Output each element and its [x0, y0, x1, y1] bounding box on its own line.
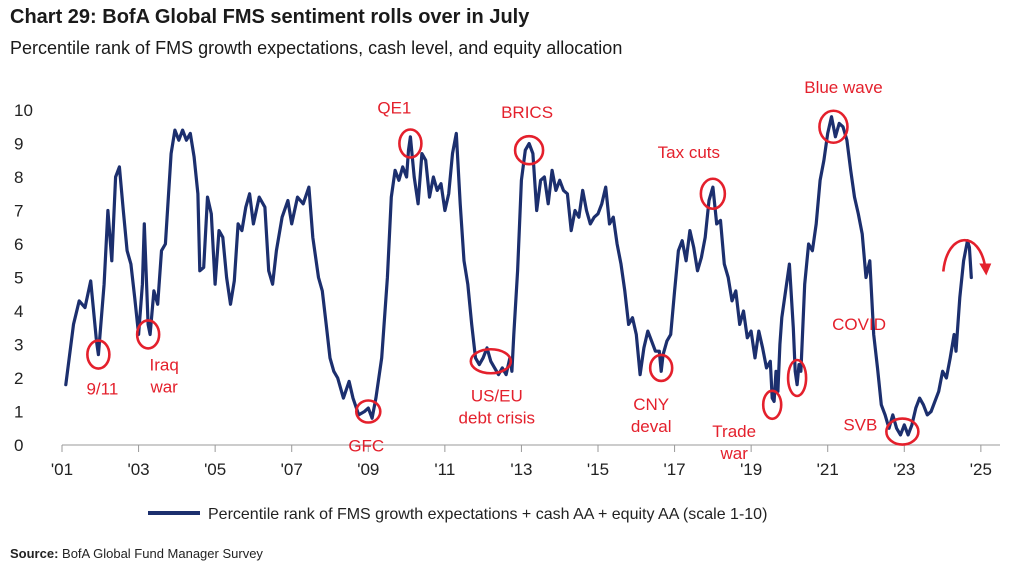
annotation-label-svb: SVB — [843, 416, 877, 435]
x-tick-label: '21 — [817, 460, 839, 479]
x-tick-label: '23 — [893, 460, 915, 479]
x-tick-label: '09 — [357, 460, 379, 479]
annotation-label-blue-wave: Blue wave — [804, 78, 882, 97]
annotation-circle-tax-cuts — [699, 177, 727, 211]
y-tick-label-10: 10 — [14, 101, 33, 120]
x-tick-label: '11 — [434, 460, 455, 479]
annotation-circle-gfc — [354, 399, 382, 424]
chart-subtitle: Percentile rank of FMS growth expectatio… — [10, 38, 623, 58]
y-tick-label-5: 5 — [14, 269, 23, 288]
x-tick-label: '07 — [281, 460, 303, 479]
annotation-label-iraq-war: Iraq war — [149, 355, 178, 396]
x-tick-label: '01 — [51, 460, 73, 479]
chart-title: Chart 29: BofA Global FMS sentiment roll… — [10, 6, 530, 28]
y-tick-label-6: 6 — [14, 235, 23, 254]
annotation-circle-blue-wave — [818, 109, 849, 145]
series-layer — [64, 115, 973, 437]
y-tick-label-8: 8 — [14, 168, 23, 187]
y-tick-label-3: 3 — [14, 336, 23, 355]
annotation-label-tax-cuts: Tax cuts — [658, 143, 720, 162]
series-line — [64, 115, 973, 437]
annotation-circle-svb — [885, 417, 920, 446]
x-tick-label: '19 — [740, 460, 762, 479]
annotation-circle-cny-deval — [648, 353, 674, 383]
annotation-label-9-11: 9/11 — [86, 380, 118, 399]
x-tick-label: '13 — [510, 460, 532, 479]
y-tick-label-4: 4 — [14, 302, 23, 321]
annotation-label-us-eu-debt-crisis: US/EU debt crisis — [459, 386, 536, 427]
source-note: Source: BofA Global Fund Manager Survey — [10, 546, 263, 561]
legend-label: Percentile rank of FMS growth expectatio… — [208, 506, 767, 523]
annotation-label-trade-war: Trade war — [712, 422, 756, 463]
y-tick-label-2: 2 — [14, 369, 23, 388]
annotation-circle-us-eu-debt-crisis — [469, 347, 513, 375]
annotation-label-cny-deval: CNY deval — [631, 395, 672, 436]
x-axis: '01 '03 '05 '07 '09 '11 '13 '15 '17 '19 '21 '23 '25 — [51, 444, 1000, 479]
annotation-circle-brics — [513, 134, 545, 166]
y-axis: 0 1 2 3 4 5 6 7 8 9 10 — [14, 101, 33, 455]
annotation-label-gfc: GFC — [348, 437, 384, 456]
source-label: Source: — [10, 546, 59, 561]
annotation-circle-qe1 — [398, 128, 423, 159]
x-tick-label: '05 — [204, 460, 226, 479]
annotation-label-covid: COVID — [832, 315, 886, 334]
rollover-arrow-head — [979, 263, 992, 276]
legend: Percentile rank of FMS growth expectatio… — [148, 506, 767, 523]
y-tick-label-1: 1 — [14, 403, 23, 422]
x-tick-label: '03 — [127, 460, 149, 479]
x-tick-label: '25 — [970, 460, 992, 479]
y-tick-label-0: 0 — [14, 436, 23, 455]
annotation-circle-iraq-war — [135, 319, 161, 350]
annotations-layer: 9/11 Iraq war GFC QE1 US/EU debt crisis BRICS CN… — [86, 78, 992, 463]
annotation-circle-9-11 — [86, 339, 111, 370]
annotation-label-qe1: QE1 — [377, 99, 411, 118]
annotation-circle-trade-war — [761, 389, 783, 421]
annotation-circle-covid — [786, 358, 808, 398]
source-text: BofA Global Fund Manager Survey — [62, 546, 263, 561]
x-tick-label: '17 — [663, 460, 685, 479]
rollover-arrow — [941, 238, 987, 272]
annotation-label-brics: BRICS — [501, 103, 553, 122]
y-tick-label-7: 7 — [14, 202, 23, 221]
y-tick-label-9: 9 — [14, 135, 23, 154]
x-tick-label: '15 — [587, 460, 609, 479]
